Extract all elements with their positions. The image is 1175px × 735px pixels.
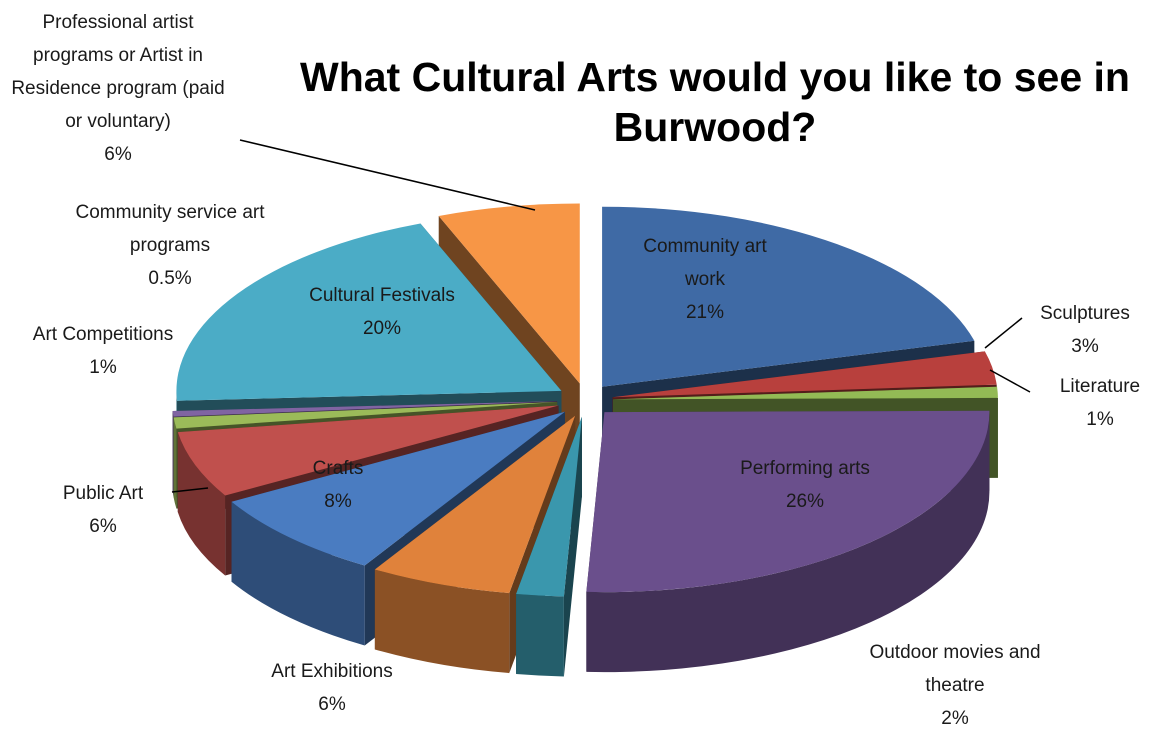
label-value: 1% [1086,409,1114,430]
label-value: 26% [785,491,825,512]
slice [612,386,998,400]
data-label: Art Competitions 1% [3,318,203,384]
slice-side [231,501,365,646]
slice-tops [172,203,998,597]
data-label: Sculptures 3% [1025,297,1145,363]
slice-side [172,411,174,497]
slice-side [177,432,226,576]
slice-side [586,412,990,673]
slice [173,401,558,429]
label-value: 2% [941,708,969,729]
label-name: Sculptures [1040,303,1130,324]
label-name: Outdoor movies and theatre [869,642,1041,696]
label-value: 6% [318,694,346,715]
label-name: Art Competitions [32,324,174,345]
data-label: Crafts 8% [288,452,388,518]
data-label: Cultural Festivals 20% [282,279,482,345]
label-value: 1% [89,357,117,378]
slice [172,401,558,417]
leader-line [989,369,1031,393]
label-name: Professional artist programs or Artist i… [11,12,225,132]
label-value: 0.5% [148,268,192,289]
slice-side [516,594,564,677]
slice [374,415,576,594]
data-label: Professional artist programs or Artist i… [3,6,233,171]
label-name: Literature [1059,376,1141,397]
leader-line [171,487,209,493]
data-label: Literature 1% [1040,370,1160,436]
label-name: Public Art [62,483,144,504]
label-name: Community art work [643,236,767,290]
label-value: 8% [324,491,352,512]
label-name: Crafts [312,458,364,479]
slice [516,416,582,597]
label-name: Art Exhibitions [271,661,393,682]
slice [438,203,580,384]
data-label: Performing arts 26% [705,452,905,518]
label-name: Community service art programs [75,202,265,256]
slice [602,206,975,387]
slice-side [173,417,177,509]
data-label: Community service art programs 0.5% [55,196,285,295]
label-value: 21% [685,302,725,323]
slice [612,351,997,398]
label-name: Performing arts [740,458,870,479]
label-name: Cultural Festivals [309,285,455,306]
label-value: 6% [89,516,117,537]
data-label: Public Art 6% [43,477,163,543]
chart-title: What Cultural Arts would you like to see… [300,54,1130,150]
slice [586,410,990,593]
slice [176,223,562,401]
slice [231,411,565,566]
data-label: Art Exhibitions 6% [232,655,432,721]
data-label: Community art work 21% [635,230,775,329]
label-value: 20% [362,318,402,339]
slice-side [374,569,510,674]
label-value: 3% [1071,336,1099,357]
data-label: Outdoor movies and theatre 2% [855,636,1055,735]
slice [177,405,559,496]
leader-line [239,139,536,211]
leader-line [984,317,1023,349]
label-value: 6% [104,144,132,165]
